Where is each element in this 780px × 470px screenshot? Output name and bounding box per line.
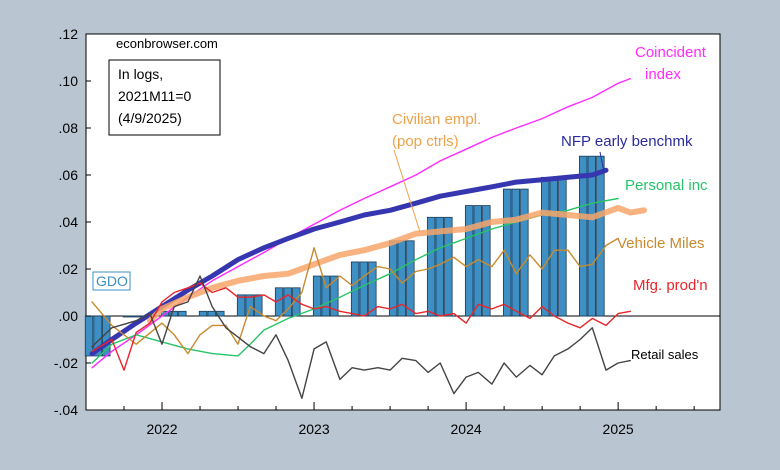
gdo-bar (520, 188, 529, 317)
gdo-bar (254, 294, 263, 317)
series-line-civilian-empl-pop-ctrls- (146, 204, 647, 324)
leader-civilian (393, 149, 421, 233)
y-tick-label: -.02 (54, 355, 78, 371)
gdo-bar (321, 275, 330, 317)
x-tick-label: 2025 (603, 421, 634, 437)
gdo-bar (578, 155, 588, 317)
gdo-bar (283, 287, 292, 317)
gdo-label-box (92, 271, 131, 291)
y-tick-label: .02 (59, 261, 79, 277)
source-label: econbrowser.com (116, 36, 218, 51)
x-tick-label: 2024 (451, 421, 482, 437)
gdo-bar (236, 294, 246, 317)
y-tick-label: -.04 (54, 402, 78, 418)
gdo-bar (388, 240, 398, 317)
note-line-2: 2021M11=0 (118, 88, 192, 104)
gdo-bar (122, 315, 132, 318)
gdo-bar (169, 310, 178, 317)
y-tick-label: .12 (59, 26, 79, 42)
gdo-bar (198, 310, 208, 317)
gdo-bar (207, 310, 216, 317)
gdo-bars (84, 155, 605, 357)
series-line-nfp-early-benchmk (89, 167, 609, 357)
label-coincident-1: Coincident (635, 44, 707, 61)
label-personal-inc: Personal inc (625, 177, 708, 194)
axes: .12 .10 .08 .06 .04 .02 .00 -.02 -.04 2022 2023 202… (54, 26, 695, 437)
gdo-bar (131, 315, 140, 318)
series-lines (89, 77, 647, 399)
gdo-bar (312, 275, 322, 317)
gdo-bar (502, 188, 512, 317)
gdo-bar (368, 261, 377, 317)
series-line-mfg-prod-n (91, 282, 631, 371)
gdo-bar (587, 155, 596, 317)
gdo-bar (93, 315, 102, 357)
gdo-bar (359, 261, 368, 317)
gdo-bar (558, 176, 567, 317)
y-tick-label: .00 (59, 308, 79, 324)
x-tick-label: 2023 (298, 421, 329, 437)
gdo-bar (540, 176, 550, 317)
x-tick-label: 2022 (146, 421, 177, 437)
leader-nfp (599, 151, 605, 173)
label-retail: Retail sales (631, 347, 699, 362)
label-civilian-1: Civilian empl. (392, 111, 481, 128)
gdo-bar (178, 310, 187, 317)
gdo-bar (482, 205, 491, 317)
gdo-bar (350, 261, 360, 317)
label-mfg: Mfg. prod'n (633, 277, 708, 294)
note-box (108, 59, 221, 136)
gdo-bar (464, 205, 474, 317)
gdo-bar (549, 176, 558, 317)
label-nfp: NFP early benchmk (561, 133, 693, 150)
label-vehicle-miles: Vehicle Miles (617, 235, 705, 252)
gdo-bar (596, 155, 605, 317)
gdo-bar (330, 275, 339, 317)
note-line-1: In logs, (118, 66, 163, 82)
series-line-vehicle-miles (91, 237, 619, 355)
y-tick-label: .06 (59, 167, 79, 183)
gdo-bar (245, 294, 254, 317)
y-tick-label: .08 (59, 120, 79, 136)
note-line-3: (4/9/2025) (118, 110, 182, 126)
series-line-retail-sales (91, 275, 631, 399)
gdo-bar (511, 188, 520, 317)
gdo-bar (444, 216, 453, 317)
gdo-bar (406, 240, 415, 317)
label-coincident-2: index (645, 66, 681, 83)
label-civilian-2: (pop ctrls) (392, 133, 459, 150)
gdo-bar (84, 315, 94, 357)
y-tick-label: .10 (59, 73, 79, 89)
y-tick-label: .04 (59, 214, 79, 230)
label-gdo: GDO (96, 273, 128, 289)
